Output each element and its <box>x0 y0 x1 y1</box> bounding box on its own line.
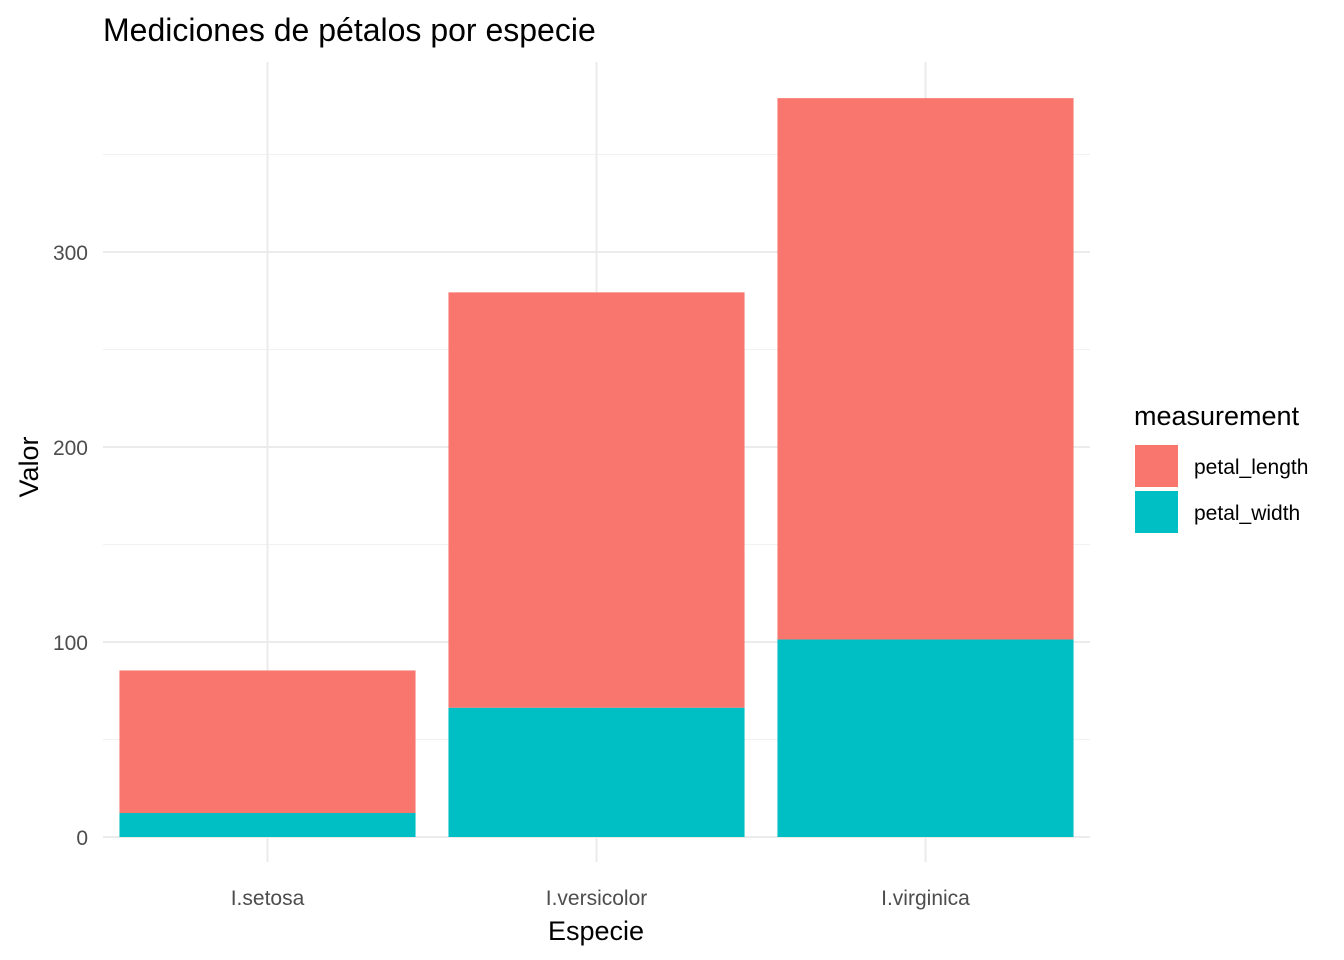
y-tick-label: 300 <box>53 242 88 265</box>
y-axis-ticks: 0 100 200 300 <box>53 242 88 850</box>
legend-title: measurement <box>1134 401 1300 431</box>
bar-petal_width <box>119 813 416 837</box>
legend-key-petal_length <box>1135 445 1178 487</box>
bar-petal_width <box>448 707 745 837</box>
x-axis-ticks: I.setosa I.versicolor I.virginica <box>231 887 970 910</box>
x-tick-label: I.virginica <box>881 887 970 910</box>
legend-key-petal_width <box>1135 491 1178 533</box>
x-tick-label: I.setosa <box>231 887 305 910</box>
legend-label: petal_length <box>1194 456 1308 479</box>
chart-title: Mediciones de pétalos por especie <box>103 12 596 48</box>
bar-petal_length <box>777 98 1074 640</box>
bar-petal_width <box>777 639 1074 837</box>
legend: measurement petal_length petal_width <box>1134 401 1308 533</box>
x-axis-title: Especie <box>548 916 644 946</box>
y-axis-title: Valor <box>14 436 44 497</box>
y-tick-label: 200 <box>53 437 88 460</box>
y-tick-label: 0 <box>76 827 88 850</box>
bar-petal_length <box>119 670 416 814</box>
x-tick-label: I.versicolor <box>546 887 648 910</box>
y-tick-label: 100 <box>53 632 88 655</box>
bar-petal_length <box>448 292 745 708</box>
legend-label: petal_width <box>1194 502 1300 525</box>
bars <box>119 98 1074 837</box>
